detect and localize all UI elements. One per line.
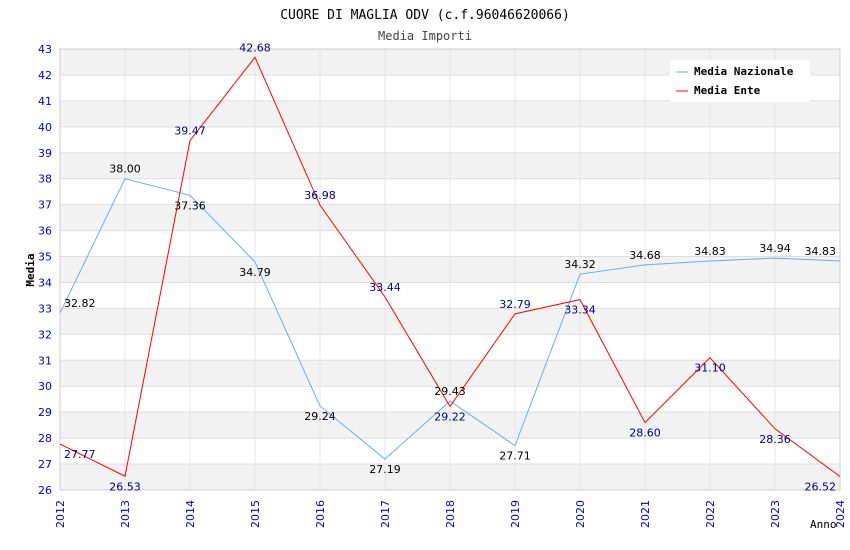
x-tick-label: 2013: [119, 500, 132, 528]
data-label-ente: 42.68: [239, 41, 271, 54]
y-tick-label: 28: [38, 432, 52, 445]
data-label-ente: 33.34: [564, 304, 596, 317]
x-tick-label: 2015: [249, 500, 262, 528]
data-label-nazionale: 34.32: [564, 258, 596, 271]
legend-label-ente: Media Ente: [694, 84, 761, 97]
data-label-nazionale: 32.82: [64, 297, 96, 310]
data-label-nazionale: 34.83: [694, 245, 726, 258]
y-tick-label: 27: [38, 458, 52, 471]
y-tick-label: 43: [38, 43, 52, 56]
y-tick-label: 32: [38, 328, 52, 341]
x-tick-label: 2023: [769, 500, 782, 528]
series-line-ente: [59, 56, 841, 477]
data-label-nazionale: 34.94: [759, 242, 791, 255]
data-label-ente: 32.79: [499, 298, 531, 311]
data-label-ente: 26.52: [805, 481, 837, 494]
x-tick-label: 2024: [834, 500, 847, 528]
series-line-nazionale: [59, 178, 841, 460]
data-label-nazionale: 34.83: [805, 245, 837, 258]
data-label-ente: 28.60: [629, 427, 661, 440]
y-tick-label: 30: [38, 380, 52, 393]
data-label-nazionale: 29.43: [434, 385, 466, 398]
x-tick-label: 2021: [639, 500, 652, 528]
data-label-nazionale: 37.36: [174, 199, 206, 212]
legend: Media Nazionale Media Ente: [670, 60, 810, 102]
x-tick-label: 2018: [444, 500, 457, 528]
data-label-ente: 39.47: [174, 125, 206, 138]
legend-background: [670, 60, 810, 102]
x-axis-label: Anno: [810, 518, 837, 531]
plot-frame: [59, 48, 841, 491]
data-label-ente: 29.22: [434, 410, 466, 423]
x-tick-label: 2017: [379, 500, 392, 528]
y-tick-label: 39: [38, 147, 52, 160]
y-tick-label: 34: [38, 276, 52, 289]
data-label-nazionale: 34.68: [629, 249, 661, 262]
data-label-nazionale: 27.19: [369, 463, 401, 476]
y-axis-label: Media: [24, 253, 37, 286]
y-tick-label: 37: [38, 199, 52, 212]
y-tick-label: 41: [38, 95, 52, 108]
data-label-ente: 27.77: [64, 448, 96, 461]
y-tick-label: 29: [38, 406, 52, 419]
data-label-nazionale: 34.79: [239, 266, 271, 279]
x-tick-label: 2016: [314, 500, 327, 528]
data-label-nazionale: 29.24: [304, 410, 336, 423]
y-tick-label: 33: [38, 302, 52, 315]
y-tick-label: 42: [38, 69, 52, 82]
chart-title: CUORE DI MAGLIA ODV (c.f.96046620066): [280, 8, 570, 23]
y-tick-label: 40: [38, 121, 52, 134]
legend-label-nazionale: Media Nazionale: [694, 65, 794, 78]
data-label-ente: 33.44: [369, 281, 401, 294]
x-tick-label: 2019: [509, 500, 522, 528]
data-label-ente: 26.53: [109, 480, 141, 493]
y-tick-label: 38: [38, 173, 52, 186]
data-label-nazionale: 38.00: [109, 163, 141, 176]
x-tick-label: 2012: [54, 500, 67, 528]
data-label-ente: 36.98: [304, 189, 336, 202]
y-tick-label: 31: [38, 354, 52, 367]
y-tick-label: 26: [38, 484, 52, 497]
x-tick-label: 2022: [704, 500, 717, 528]
data-label-ente: 31.10: [694, 362, 726, 375]
chart-subtitle: Media Importi: [378, 29, 472, 43]
y-tick-label: 36: [38, 225, 52, 238]
data-label-nazionale: 27.71: [499, 450, 531, 463]
data-label-ente: 28.36: [759, 433, 791, 446]
x-tick-label: 2020: [574, 500, 587, 528]
x-tick-label: 2014: [184, 500, 197, 528]
y-tick-label: 35: [38, 251, 52, 264]
